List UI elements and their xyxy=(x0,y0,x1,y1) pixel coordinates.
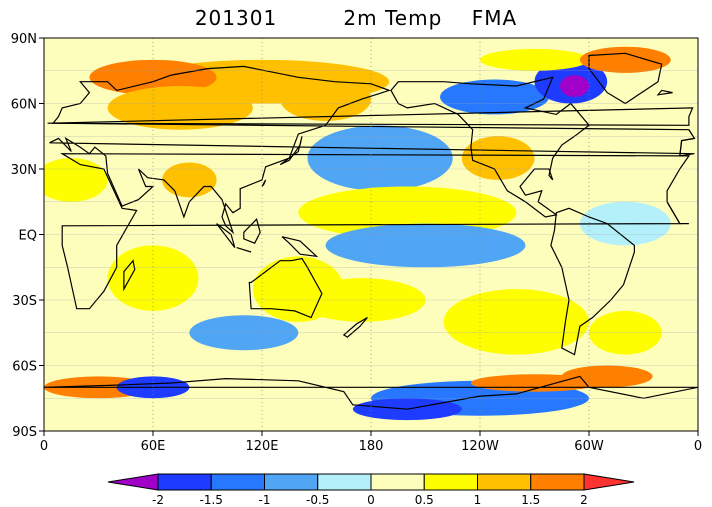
anomaly-patch xyxy=(162,162,217,198)
anomaly-patch xyxy=(440,79,550,115)
longitude-ticks: 0 60E 120E 180 120W 60W 0 xyxy=(40,431,702,454)
latitude-ticks: 90N 60N 30N EQ 30S 60S 90S xyxy=(11,32,44,440)
anomaly-patch xyxy=(89,59,217,95)
anomaly-patch xyxy=(325,223,526,268)
anomaly-patch xyxy=(480,48,589,71)
colorbar-label: 0.5 xyxy=(415,493,434,507)
anomaly-patch xyxy=(559,75,589,97)
colorbar-segment xyxy=(264,473,319,491)
lon-tick-label: 0 xyxy=(40,439,48,454)
coastline xyxy=(588,52,663,105)
anomaly-patch xyxy=(252,256,344,322)
lon-tick-label: 60E xyxy=(141,439,166,454)
coastline xyxy=(679,129,696,156)
colorbar-segment xyxy=(157,473,212,491)
colorbar-low-arrow xyxy=(107,473,159,491)
coastline xyxy=(49,65,696,235)
lat-tick-label: 30S xyxy=(12,294,37,309)
colorbar-label: 0 xyxy=(367,493,375,507)
colorbar-segment xyxy=(370,473,425,491)
lon-tick-label: 0 xyxy=(694,439,702,454)
coastline xyxy=(216,223,236,248)
lat-tick-label: 90S xyxy=(12,425,37,440)
coastline xyxy=(243,218,261,244)
colorbar-label: 2 xyxy=(580,493,588,507)
lat-tick-label: 30N xyxy=(11,163,37,178)
coastline xyxy=(123,259,136,292)
title-variable: 2m Temp xyxy=(343,6,443,30)
colorbar-high-arrow xyxy=(583,473,635,491)
anomaly-patch xyxy=(307,125,453,191)
coastline xyxy=(281,236,319,258)
lat-tick-label: 90N xyxy=(11,32,37,47)
anomaly-patch xyxy=(579,46,671,73)
anomaly-patch xyxy=(44,158,108,202)
anomaly-patch xyxy=(280,77,372,121)
anomaly-patch xyxy=(443,289,589,355)
colorbar-label: -1.5 xyxy=(200,493,223,507)
coastline xyxy=(44,375,698,410)
colorbar-segment xyxy=(210,473,265,491)
coastline xyxy=(60,153,691,310)
colorbar-segment xyxy=(530,473,585,491)
lon-tick-label: 180 xyxy=(359,439,384,454)
colorbar-label: 1 xyxy=(474,493,482,507)
coastline xyxy=(666,201,689,225)
colorbar-label: -1 xyxy=(259,493,271,507)
coastline xyxy=(656,89,673,96)
colorbar-segment xyxy=(477,473,532,491)
chart-title: 201301 2m Temp FMA xyxy=(0,6,712,30)
lon-tick-label: 60W xyxy=(574,439,604,454)
lat-tick-label: EQ xyxy=(19,229,37,244)
colorbar-label: -0.5 xyxy=(306,493,329,507)
colorbar-segment xyxy=(423,473,478,491)
colorbar-segment xyxy=(317,473,372,491)
graticule xyxy=(44,38,698,431)
coastline xyxy=(47,107,694,126)
colorbar-label: -2 xyxy=(152,493,164,507)
coastline xyxy=(236,247,252,253)
colorbar: -2 -1.5 -1 -0.5 0 0.5 1 1.5 2 xyxy=(107,473,635,507)
coastline xyxy=(550,207,635,356)
colorbar-label: 1.5 xyxy=(521,493,540,507)
lat-tick-label: 60S xyxy=(12,360,37,375)
title-date: 201301 xyxy=(194,6,278,30)
coastline xyxy=(342,316,368,338)
coastline xyxy=(261,179,267,187)
lon-tick-label: 120W xyxy=(461,439,499,454)
title-season: FMA xyxy=(471,6,518,30)
lat-tick-label: 60N xyxy=(11,98,37,113)
lon-tick-label: 120E xyxy=(245,439,278,454)
